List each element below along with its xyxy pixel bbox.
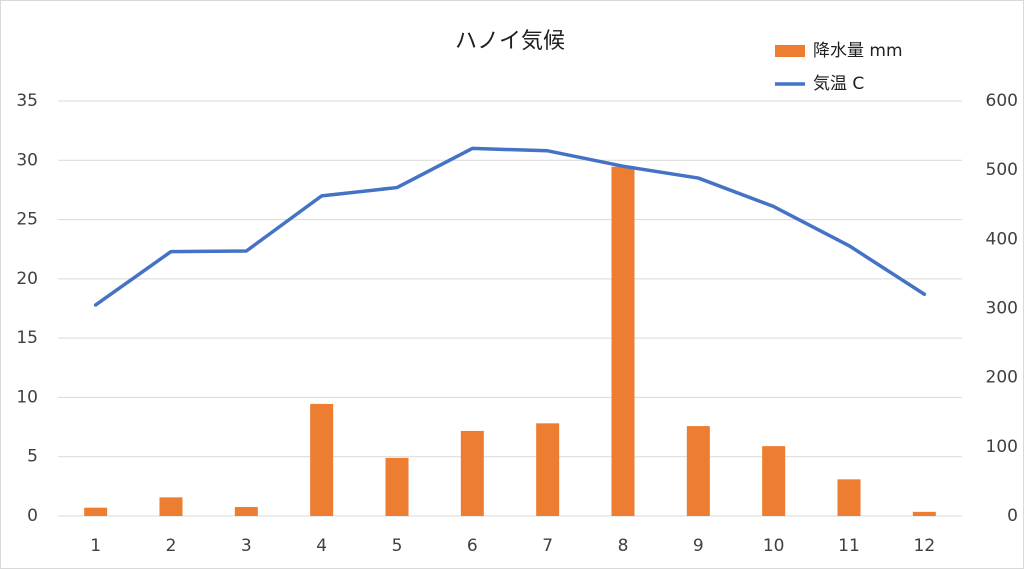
- y-tick-label: 25: [16, 210, 38, 230]
- x-tick-label: 4: [316, 536, 327, 556]
- y-tick-label: 10: [16, 387, 38, 407]
- x-tick-label: 5: [392, 536, 403, 556]
- bar: [84, 507, 108, 516]
- y-tick-label: 20: [16, 269, 38, 289]
- y2-tick-label: 100: [986, 437, 1018, 457]
- legend-label: 降水量 mm: [813, 41, 903, 61]
- x-tick-label: 6: [467, 536, 478, 556]
- x-tick-label: 11: [838, 536, 860, 556]
- x-tick-label: 1: [90, 536, 101, 556]
- x-tick-label: 2: [166, 536, 177, 556]
- bar: [912, 511, 936, 516]
- legend-label: 気温 C: [813, 74, 864, 94]
- x-tick-label: 7: [542, 536, 553, 556]
- bar: [536, 423, 560, 516]
- chart-title: ハノイ気候: [455, 29, 565, 54]
- x-tick-label: 3: [241, 536, 252, 556]
- bar: [385, 457, 409, 516]
- bar: [837, 479, 861, 516]
- line: [93, 146, 927, 307]
- y2-tick-label: 200: [986, 368, 1018, 388]
- bar: [762, 446, 786, 516]
- x-tick-label: 8: [618, 536, 629, 556]
- y2-tick-label: 300: [986, 299, 1018, 319]
- y-tick-label: 5: [27, 447, 38, 467]
- bar: [310, 403, 334, 516]
- bar: [159, 497, 183, 516]
- y2-tick-label: 500: [986, 160, 1018, 180]
- legend-swatch: [775, 45, 805, 57]
- bar: [686, 426, 710, 516]
- bar: [234, 507, 258, 516]
- x-tick-label: 10: [763, 536, 785, 556]
- x-tick-label: 9: [693, 536, 704, 556]
- y-tick-label: 30: [16, 150, 38, 170]
- y-tick-label: 0: [27, 506, 38, 526]
- y2-tick-label: 400: [986, 229, 1018, 249]
- y-tick-label: 15: [16, 328, 38, 348]
- y2-tick-label: 600: [986, 91, 1018, 111]
- y-tick-label: 35: [16, 91, 38, 111]
- bar: [460, 430, 484, 516]
- x-tick-label: 12: [914, 536, 936, 556]
- bar: [611, 166, 635, 517]
- y2-tick-label: 0: [1007, 506, 1018, 526]
